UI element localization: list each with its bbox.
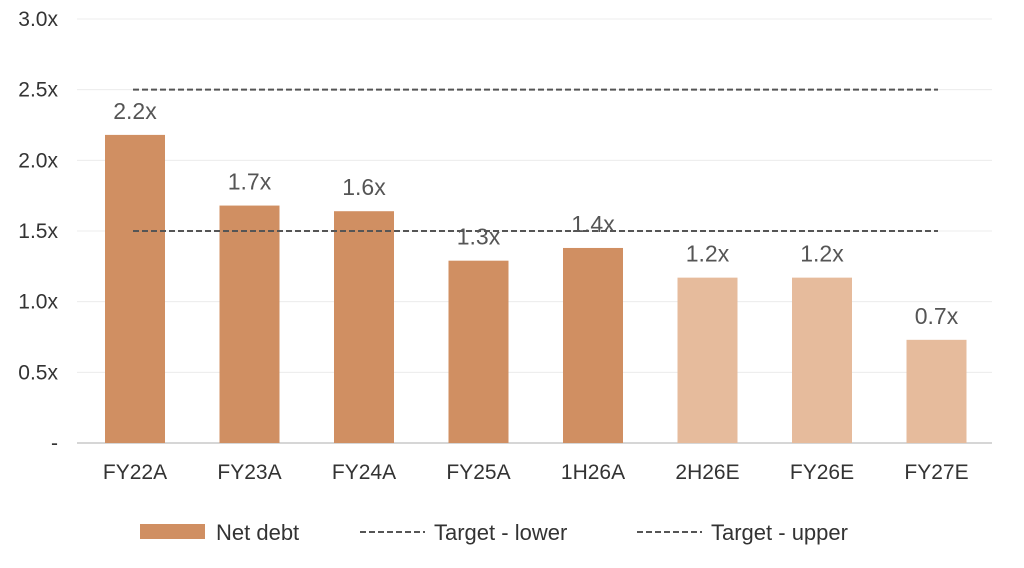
category-label: 1H26A — [561, 461, 625, 484]
data-label: 1.7x — [228, 169, 272, 195]
bar — [219, 205, 280, 443]
bar — [677, 277, 738, 443]
bar — [448, 260, 509, 443]
x-axis-categories: FY22A FY23A FY24A FY25A 1H26A 2H26E FY26E FY27E — [103, 461, 969, 484]
y-tick-label: 1.5x — [18, 220, 58, 243]
bar — [563, 247, 623, 443]
category-label: FY26E — [790, 461, 854, 484]
data-label: 1.2x — [686, 241, 730, 267]
legend-label: Target - upper — [711, 520, 848, 545]
data-label: 1.6x — [342, 174, 386, 200]
y-tick-label: - — [51, 432, 58, 455]
category-label: FY23A — [217, 461, 281, 484]
category-label: FY24A — [332, 461, 396, 484]
target-lines — [133, 88, 938, 232]
data-labels: 2.2x 1.7x 1.6x 1.3x 1.4x 1.2x 1.2x 0.7x — [113, 98, 958, 329]
bar — [906, 339, 967, 443]
y-tick-label: 1.0x — [18, 291, 58, 314]
y-tick-label: 2.5x — [18, 79, 58, 102]
category-label: FY22A — [103, 461, 167, 484]
data-label: 0.7x — [915, 303, 959, 329]
bar — [792, 277, 852, 443]
legend-marker-bar — [140, 524, 205, 539]
y-axis-ticks: - 0.5x 1.0x 1.5x 2.0x 2.5x 3.0x — [18, 8, 58, 455]
y-tick-label: 0.5x — [18, 361, 58, 384]
y-tick-label: 3.0x — [18, 8, 58, 31]
bar — [105, 134, 165, 444]
category-label: FY27E — [904, 461, 968, 484]
data-label: 1.4x — [571, 211, 615, 237]
legend-label: Net debt — [216, 520, 299, 545]
bars — [105, 134, 967, 444]
data-label: 2.2x — [113, 98, 157, 124]
category-label: FY25A — [446, 461, 510, 484]
legend-label: Target - lower — [434, 520, 567, 545]
y-tick-label: 2.0x — [18, 149, 58, 172]
bar — [334, 211, 394, 443]
legend: Net debt Target - lower Target - upper — [140, 520, 848, 545]
data-label: 1.2x — [800, 241, 844, 267]
data-label: 1.3x — [457, 224, 501, 250]
category-label: 2H26E — [675, 461, 739, 484]
